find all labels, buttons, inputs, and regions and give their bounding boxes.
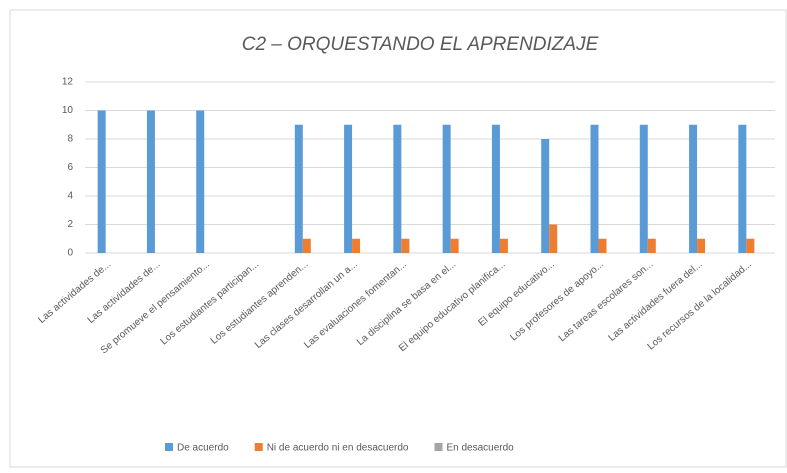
chart-title: C2 – ORQUESTANDO EL APRENDIZAJE bbox=[242, 34, 599, 55]
legend-swatch bbox=[254, 443, 263, 451]
bar bbox=[401, 238, 410, 253]
bar bbox=[344, 124, 353, 253]
y-tick-label: 6 bbox=[67, 162, 73, 173]
bar bbox=[302, 238, 311, 253]
bar bbox=[639, 124, 648, 253]
legend-swatch bbox=[434, 443, 443, 451]
bar bbox=[146, 110, 155, 253]
bar bbox=[647, 238, 656, 253]
bar bbox=[738, 124, 747, 253]
y-tick-label: 10 bbox=[62, 105, 74, 116]
y-tick-label: 8 bbox=[67, 134, 73, 145]
legend-label: De acuerdo bbox=[177, 443, 229, 454]
bar bbox=[450, 238, 459, 253]
bar bbox=[549, 224, 558, 253]
bar bbox=[491, 124, 500, 253]
y-tick-label: 0 bbox=[67, 248, 73, 259]
legend-label: Ni de acuerdo ni en desacuerdo bbox=[267, 443, 409, 454]
bar bbox=[97, 110, 106, 253]
y-tick-label: 2 bbox=[67, 219, 73, 230]
bar bbox=[746, 238, 755, 253]
bar bbox=[689, 124, 698, 253]
bar bbox=[393, 124, 402, 253]
bar bbox=[499, 238, 508, 253]
y-tick-label: 12 bbox=[62, 77, 74, 88]
bar bbox=[590, 124, 599, 253]
bar bbox=[196, 110, 205, 253]
y-tick-label: 4 bbox=[67, 191, 73, 202]
legend-label: En desacuerdo bbox=[446, 443, 514, 454]
bar bbox=[294, 124, 303, 253]
legend-swatch bbox=[165, 443, 173, 451]
bar bbox=[442, 124, 451, 253]
bar bbox=[598, 238, 607, 253]
bar bbox=[541, 139, 550, 253]
bar bbox=[352, 238, 361, 253]
bar bbox=[697, 238, 706, 253]
